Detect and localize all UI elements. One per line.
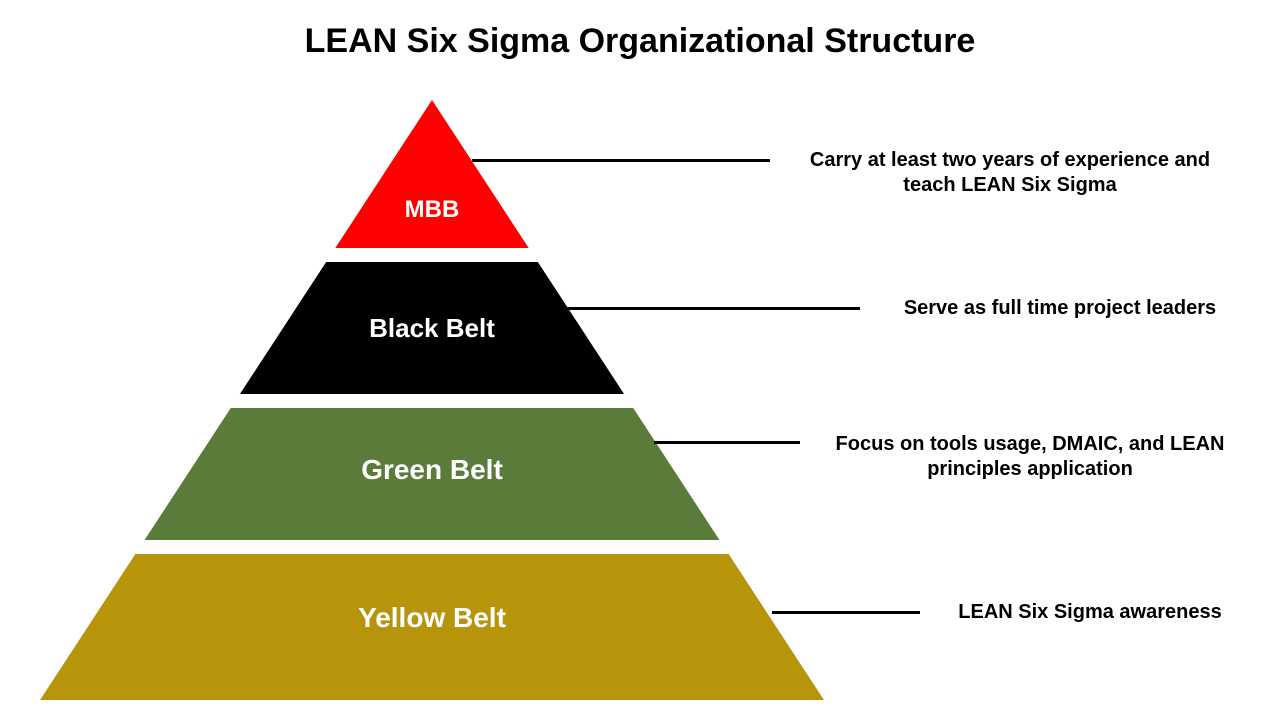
connector-black-belt xyxy=(560,307,860,310)
pyramid-level-mbb xyxy=(335,100,528,248)
level-label-mbb: MBB xyxy=(282,196,582,224)
callout-line: Serve as full time project leaders xyxy=(860,296,1260,321)
level-label-black-belt: Black Belt xyxy=(282,313,582,344)
callout-yellow-belt: LEAN Six Sigma awareness xyxy=(920,600,1260,625)
callout-line: principles application xyxy=(800,457,1260,482)
callout-line: teach LEAN Six Sigma xyxy=(770,173,1250,198)
callout-line: Carry at least two years of experience a… xyxy=(770,148,1250,173)
callout-green-belt: Focus on tools usage, DMAIC, and LEAN pr… xyxy=(800,432,1260,482)
connector-mbb xyxy=(472,159,770,162)
callout-line: LEAN Six Sigma awareness xyxy=(920,600,1260,625)
callout-line: Focus on tools usage, DMAIC, and LEAN xyxy=(800,432,1260,457)
connector-yellow-belt xyxy=(772,611,920,614)
level-label-yellow-belt: Yellow Belt xyxy=(282,602,582,634)
callout-mbb: Carry at least two years of experience a… xyxy=(770,148,1250,198)
connector-green-belt xyxy=(654,441,800,444)
level-label-green-belt: Green Belt xyxy=(282,454,582,486)
callout-black-belt: Serve as full time project leaders xyxy=(860,296,1260,321)
